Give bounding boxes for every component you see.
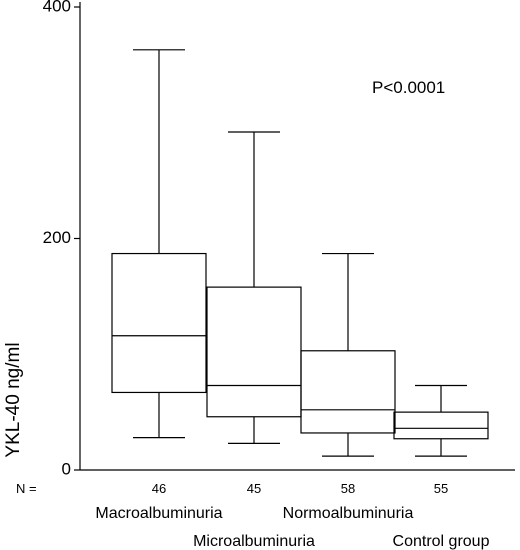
iqr-box [300, 350, 396, 434]
category-label: Control group [393, 533, 490, 550]
n-count-label: 55 [434, 481, 448, 496]
p-value-annotation: P<0.0001 [372, 78, 445, 97]
y-axis-label: YKL-40 ng/ml [3, 342, 24, 457]
y-tick-label: 200 [43, 228, 71, 247]
box-group: 55 Control group [393, 384, 490, 550]
boxes: 46 Macroalbuminuria 45 Microalbuminuria 58 No… [95, 49, 490, 550]
y-tick-label: 400 [43, 0, 71, 15]
axes [79, 2, 515, 471]
category-label: Macroalbuminuria [95, 505, 222, 522]
category-label: Microalbuminuria [193, 533, 315, 550]
n-count-label: 58 [341, 481, 355, 496]
iqr-box [206, 286, 302, 418]
n-count-label: 46 [152, 481, 166, 496]
y-tick-label: 0 [62, 459, 71, 478]
category-label: Normoalbuminuria [283, 505, 414, 522]
iqr-box [393, 411, 489, 440]
box-group: 45 Microalbuminuria [193, 131, 315, 550]
box-group: 46 Macroalbuminuria [95, 49, 223, 522]
n-count-label: 45 [247, 481, 261, 496]
y-ticks: 0 200 400 [43, 0, 80, 478]
n-prefix-label: N = [16, 481, 37, 496]
box-group: 58 Normoalbuminuria [283, 252, 414, 522]
iqr-box [111, 252, 207, 394]
